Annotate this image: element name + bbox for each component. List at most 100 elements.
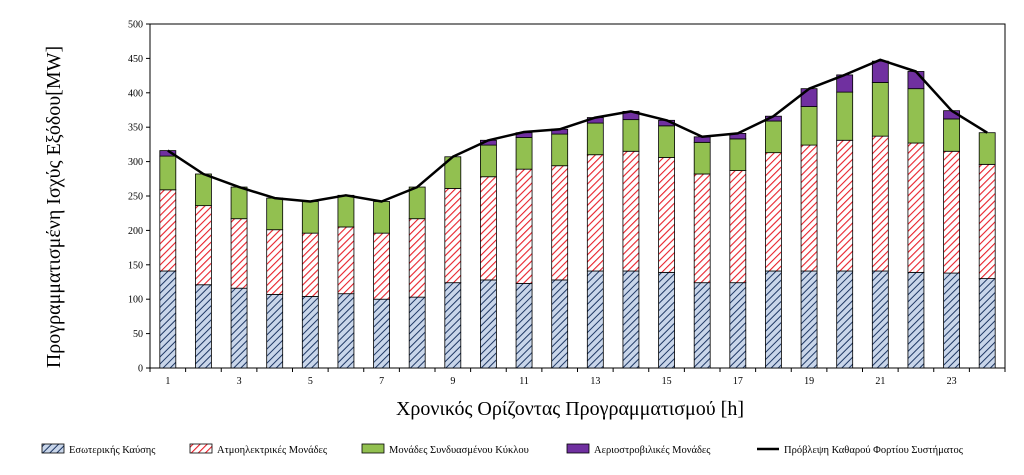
- bar-1-x5: [301, 296, 319, 369]
- line-series-1: [167, 58, 988, 203]
- x-tick-label: 11: [519, 376, 529, 387]
- bar-1-x9: [444, 282, 462, 369]
- bar-1-x7: [373, 298, 390, 369]
- bar-2-x1: [159, 189, 177, 272]
- y-tick-label: 0: [138, 364, 143, 375]
- bar-2-x15: [658, 157, 675, 273]
- bar-3-x12: [551, 133, 569, 167]
- x-axis: 1 3 5 7 9 11 13 15 17 19 21 23: [149, 368, 1006, 387]
- bar-3-x16: [693, 141, 711, 175]
- bar-1-x14: [622, 270, 640, 369]
- x-tick-label: 7: [379, 376, 384, 387]
- legend-label-2: Ατμοηλεκτρικές Μονάδες: [217, 445, 328, 456]
- bar-2-x4: [266, 229, 284, 295]
- bar-2-x9: [444, 188, 462, 284]
- bar-1-x12: [551, 279, 569, 369]
- bar-1-x24: [978, 278, 996, 369]
- bar-1-x16: [693, 282, 711, 369]
- bar-2-x5: [301, 232, 319, 297]
- bar-1-x1: [159, 270, 177, 369]
- bar-2-x12: [551, 165, 569, 281]
- bar-2-x6: [337, 226, 355, 295]
- bar-1-x11: [515, 282, 533, 369]
- bar-1-x8: [408, 296, 426, 369]
- x-tick-label: 9: [450, 376, 455, 387]
- bar-3-x19: [800, 106, 818, 146]
- bar-3-x23: [943, 118, 960, 152]
- bar-1-x17: [729, 282, 747, 369]
- y-tick-label: 300: [128, 157, 143, 168]
- bar-3-x5: [301, 201, 319, 234]
- bar-2-x8: [408, 218, 426, 298]
- bar-3-x14: [622, 119, 640, 152]
- bar-3-x3: [230, 186, 248, 220]
- x-axis-label: Χρονικός Ορίζοντας Προγραμματισμού [h]: [396, 398, 744, 420]
- bar-1-x2: [195, 284, 212, 369]
- x-tick-label: 13: [590, 376, 600, 387]
- bar-2-x7: [373, 232, 390, 300]
- legend-swatch-3: [361, 443, 385, 454]
- y-tick-label: 400: [128, 88, 143, 99]
- legend-swatch-4: [566, 443, 590, 454]
- bar-3-x10: [480, 144, 497, 178]
- bar-3-x8: [408, 186, 426, 220]
- bar-3-x2: [195, 173, 212, 207]
- legend-label-4: Αεριοστροβιλικές Μονάδες: [594, 445, 711, 456]
- bar-3-x18: [765, 120, 782, 154]
- bar-2-x23: [943, 150, 960, 274]
- bar-2-x20: [836, 139, 854, 272]
- y-tick-label: 50: [133, 329, 143, 340]
- y-tick-label: 450: [128, 54, 143, 65]
- bar-3-x7: [373, 201, 390, 234]
- bar-2-x16: [693, 173, 711, 284]
- bar-2-x22: [907, 142, 925, 273]
- legend-label-5: Πρόβλεψη Καθαρού Φορτίου Συστήματος: [784, 445, 964, 456]
- bar-3-x1: [159, 155, 177, 191]
- bar-2-x17: [729, 170, 747, 284]
- bar-2-x18: [765, 152, 782, 272]
- x-tick-label: 3: [237, 376, 242, 387]
- bar-1-x22: [907, 271, 925, 369]
- bar-1-x21: [871, 270, 889, 369]
- bar-2-x2: [195, 205, 212, 286]
- legend-label-3: Μονάδες Συνδυασμένου Κύκλου: [389, 445, 529, 456]
- bar-3-x11: [515, 137, 533, 170]
- bar-2-x13: [586, 154, 604, 272]
- bar-1-x13: [586, 270, 604, 369]
- bar-2-x24: [978, 163, 996, 279]
- bar-1-x15: [658, 271, 675, 369]
- bar-4-x19: [800, 88, 818, 107]
- y-tick-label: 200: [128, 226, 143, 237]
- bar-3-x13: [586, 122, 604, 156]
- bar-3-x15: [658, 125, 675, 158]
- bar-1-x3: [230, 287, 248, 369]
- bar-1-x10: [480, 279, 497, 369]
- bar-1-x19: [800, 270, 818, 369]
- bar-3-x24: [978, 132, 996, 165]
- y-tick-label: 250: [128, 192, 143, 203]
- line-layer: [167, 58, 988, 203]
- bar-2-x3: [230, 218, 248, 289]
- bar-2-x19: [800, 144, 818, 272]
- bar-1-x20: [836, 270, 854, 369]
- legend-label-1: Εσωτερικής Καύσης: [69, 445, 156, 456]
- bar-1-x6: [337, 293, 355, 369]
- legend-swatch-2: [189, 443, 213, 454]
- bar-2-x14: [622, 150, 640, 272]
- y-axis: 0 50 100 150 200 250 300 350 400 450 500: [128, 20, 150, 375]
- bar-3-x6: [337, 194, 355, 228]
- x-tick-label: 17: [733, 376, 743, 387]
- x-tick-label: 19: [804, 376, 814, 387]
- bar-2-x21: [871, 135, 889, 272]
- bar-3-x17: [729, 138, 747, 171]
- bar-3-x22: [907, 88, 925, 144]
- bar-2-x10: [480, 176, 497, 281]
- bar-4-x22: [907, 71, 925, 90]
- y-tick-label: 500: [128, 20, 143, 31]
- bar-1-x23: [943, 272, 960, 369]
- x-tick-label: 5: [308, 376, 313, 387]
- x-tick-label: 23: [947, 376, 957, 387]
- legend-swatch-1: [41, 443, 65, 454]
